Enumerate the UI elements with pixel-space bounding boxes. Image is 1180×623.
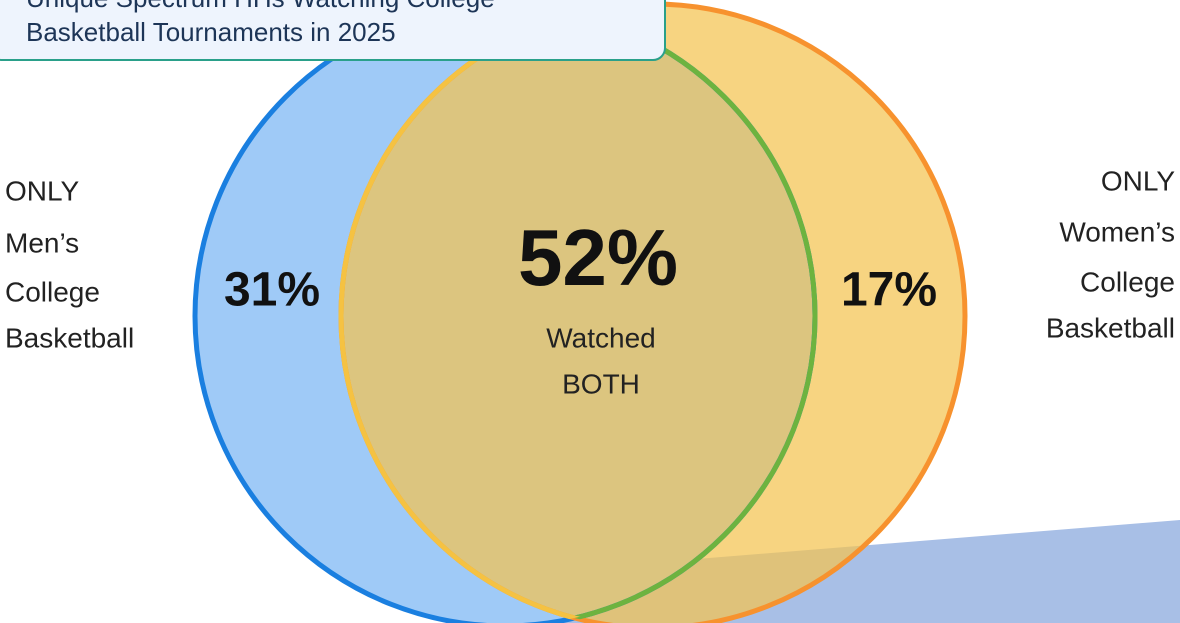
center-label: Watched [546,322,655,353]
right-label: College [1080,266,1175,297]
left-label: Basketball [5,322,134,353]
right-label: ONLY [1101,165,1175,196]
left-label: Men’s [5,227,79,258]
title-line: Basketball Tournaments in 2025 [26,17,396,47]
left-label: College [5,276,100,307]
left-label: ONLY [5,175,79,206]
left-value: 31% [224,264,320,317]
title-line: Unique Spectrum HHs Watching College [26,0,495,13]
title-box [0,0,666,61]
center-value: 52% [518,213,678,302]
center-label: BOTH [562,368,640,399]
overlap-outline [338,6,815,623]
right-value: 17% [841,264,937,317]
women-circle [341,4,965,623]
right-label: Women’s [1059,216,1175,247]
right-label: Basketball [1046,312,1175,343]
